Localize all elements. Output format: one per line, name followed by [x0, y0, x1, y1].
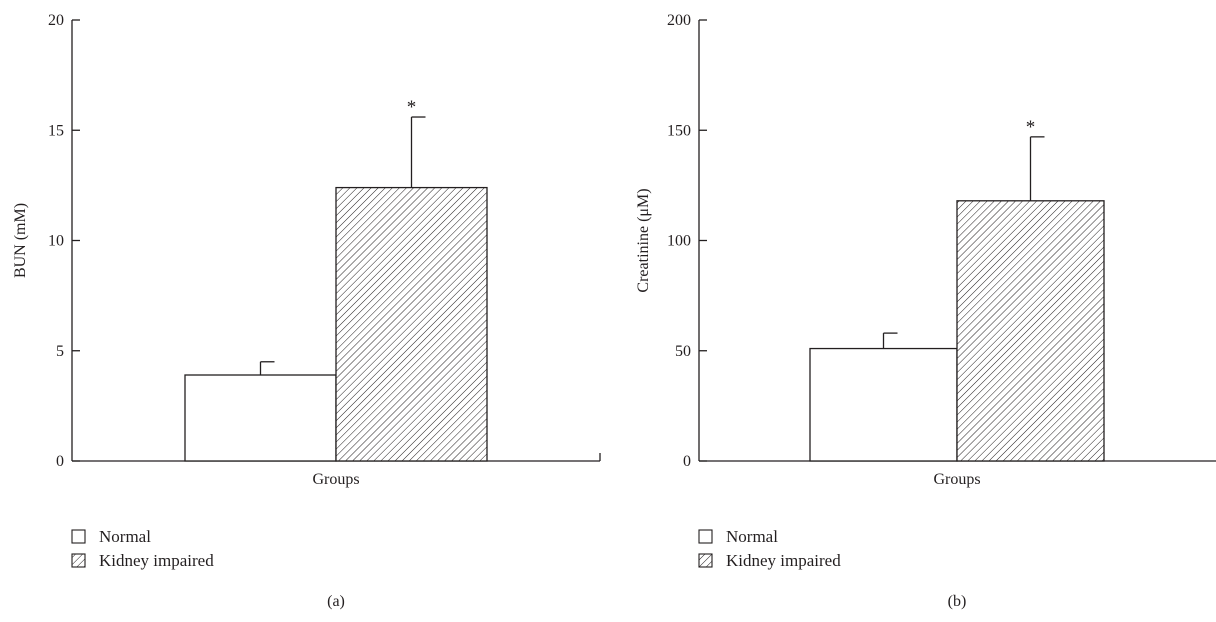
y-tick-label: 0: [56, 453, 64, 470]
y-tick-label: 5: [56, 343, 64, 360]
legend-swatch-kidney-impaired: [71, 553, 86, 568]
y-tick-label: 150: [667, 122, 691, 139]
chart-panel-b: 0 50 100 150 200 Creatinine (μM) Groups * Normal…: [635, 12, 1216, 610]
legend-label: Normal: [726, 527, 778, 546]
legend-swatch-kidney-impaired: [698, 553, 713, 568]
y-tick-label: 100: [667, 233, 691, 250]
legend-label: Kidney impaired: [726, 551, 841, 570]
bar-kidney-impaired: [956, 200, 1105, 462]
significance-marker: *: [407, 97, 417, 118]
significance-marker: *: [1026, 117, 1036, 138]
chart-panel-a: 0 5 10 15 20 BUN (mM) Groups * Normal Kidney impa…: [12, 12, 601, 610]
y-tick-label: 0: [683, 453, 691, 470]
y-axis-title: Creatinine (μM): [635, 188, 652, 292]
legend-label: Kidney impaired: [99, 551, 214, 570]
bar-normal: [809, 347, 958, 462]
bar-normal: [184, 374, 337, 462]
legend-swatch-normal: [71, 529, 86, 544]
bar-kidney-impaired: [335, 186, 488, 462]
y-tick-label: 200: [667, 12, 691, 29]
y-tick-label: 50: [675, 343, 691, 360]
y-tick-label: 20: [48, 12, 64, 29]
y-tick-label: 10: [48, 233, 64, 250]
panel-label: (a): [327, 593, 345, 610]
legend-swatch-normal: [698, 529, 713, 544]
legend-label: Normal: [99, 527, 151, 546]
x-axis-title: Groups: [933, 471, 980, 488]
y-axis-title: BUN (mM): [12, 203, 29, 278]
y-tick-label: 15: [48, 122, 64, 139]
panel-label: (b): [948, 593, 967, 610]
x-axis-title: Groups: [312, 471, 359, 488]
